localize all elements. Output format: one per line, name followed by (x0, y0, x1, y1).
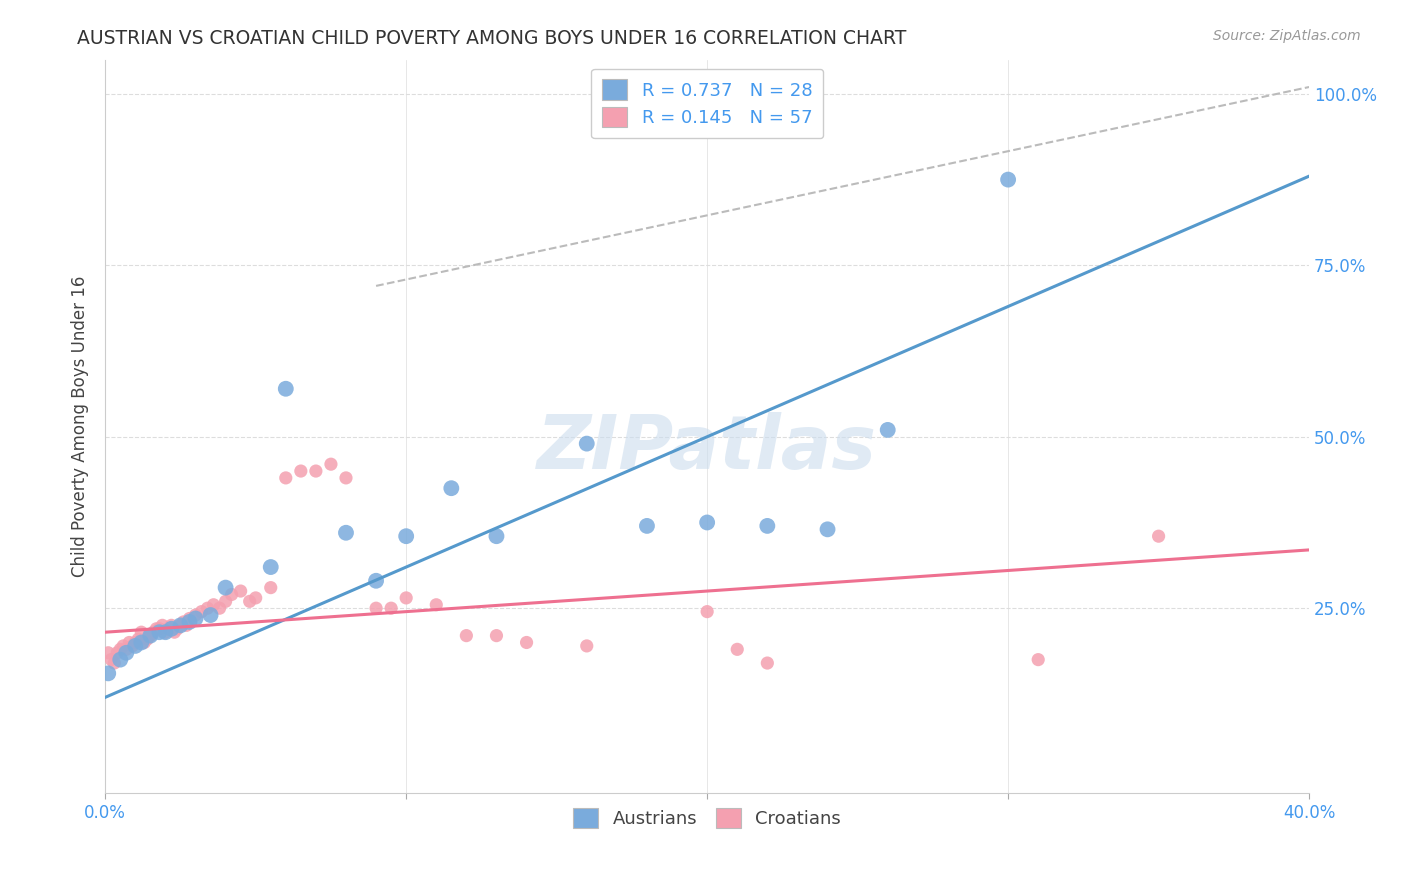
Point (274, 382, 297, 396)
Point (876, 423, 898, 437)
Point (200, 608, 222, 623)
Point (1147, 529, 1170, 543)
Point (115, 642, 138, 657)
Point (290, 464, 312, 478)
Point (131, 635, 153, 649)
Point (221, 587, 243, 601)
Point (179, 615, 201, 629)
Point (380, 601, 402, 615)
Point (214, 594, 236, 608)
Point (155, 625, 177, 640)
Point (169, 618, 191, 632)
Point (148, 622, 170, 636)
Point (136, 632, 159, 646)
Point (485, 629, 508, 643)
Point (997, 172, 1019, 186)
Point (364, 574, 387, 588)
Point (319, 457, 342, 471)
Point (456, 629, 478, 643)
Point (245, 591, 267, 605)
Point (110, 642, 132, 657)
Point (575, 639, 598, 653)
Point (184, 608, 207, 623)
Text: Source: ZipAtlas.com: Source: ZipAtlas.com (1213, 29, 1361, 43)
Point (97, 646, 120, 660)
Point (756, 656, 779, 670)
Point (575, 436, 598, 450)
Point (139, 629, 162, 643)
Point (169, 618, 191, 632)
Point (440, 481, 463, 495)
Point (274, 471, 297, 485)
Point (725, 642, 748, 657)
Point (160, 618, 183, 632)
Legend: Austrians, Croatians: Austrians, Croatians (567, 800, 848, 836)
Point (163, 625, 186, 640)
Point (155, 625, 177, 640)
Point (364, 601, 387, 615)
Point (110, 652, 132, 666)
Point (197, 601, 219, 615)
Point (103, 656, 125, 670)
Point (516, 635, 538, 649)
Text: ZIPatlas: ZIPatlas (537, 412, 877, 485)
Point (172, 615, 194, 629)
Point (145, 622, 167, 636)
Point (395, 591, 418, 605)
Point (118, 635, 141, 649)
Point (1026, 652, 1049, 666)
Point (152, 618, 174, 632)
Point (142, 625, 165, 640)
Point (124, 635, 146, 649)
Point (176, 618, 198, 632)
Point (148, 625, 170, 640)
Point (97, 666, 120, 681)
Point (425, 598, 447, 612)
Point (105, 646, 128, 660)
Point (756, 519, 779, 533)
Point (335, 525, 357, 540)
Point (100, 652, 122, 666)
Point (127, 632, 149, 646)
Point (134, 635, 156, 649)
Point (139, 629, 162, 643)
Point (166, 622, 188, 636)
Point (202, 598, 225, 612)
Point (184, 611, 207, 625)
Point (190, 605, 212, 619)
Point (636, 519, 658, 533)
Text: AUSTRIAN VS CROATIAN CHILD POVERTY AMONG BOYS UNDER 16 CORRELATION CHART: AUSTRIAN VS CROATIAN CHILD POVERTY AMONG… (77, 29, 907, 47)
Point (239, 594, 262, 608)
Y-axis label: Child Poverty Among Boys Under 16: Child Poverty Among Boys Under 16 (72, 276, 89, 577)
Point (179, 611, 201, 625)
Point (485, 529, 508, 543)
Point (157, 622, 180, 636)
Point (124, 639, 146, 653)
Point (112, 639, 135, 653)
Point (121, 639, 143, 653)
Point (160, 622, 183, 636)
Point (817, 522, 839, 536)
Point (395, 529, 418, 543)
Point (305, 464, 328, 478)
Point (696, 605, 718, 619)
Point (229, 584, 252, 599)
Point (696, 516, 718, 530)
Point (115, 646, 138, 660)
Point (260, 581, 283, 595)
Point (214, 581, 236, 595)
Point (260, 560, 283, 574)
Point (335, 471, 357, 485)
Point (208, 601, 231, 615)
Point (131, 625, 153, 640)
